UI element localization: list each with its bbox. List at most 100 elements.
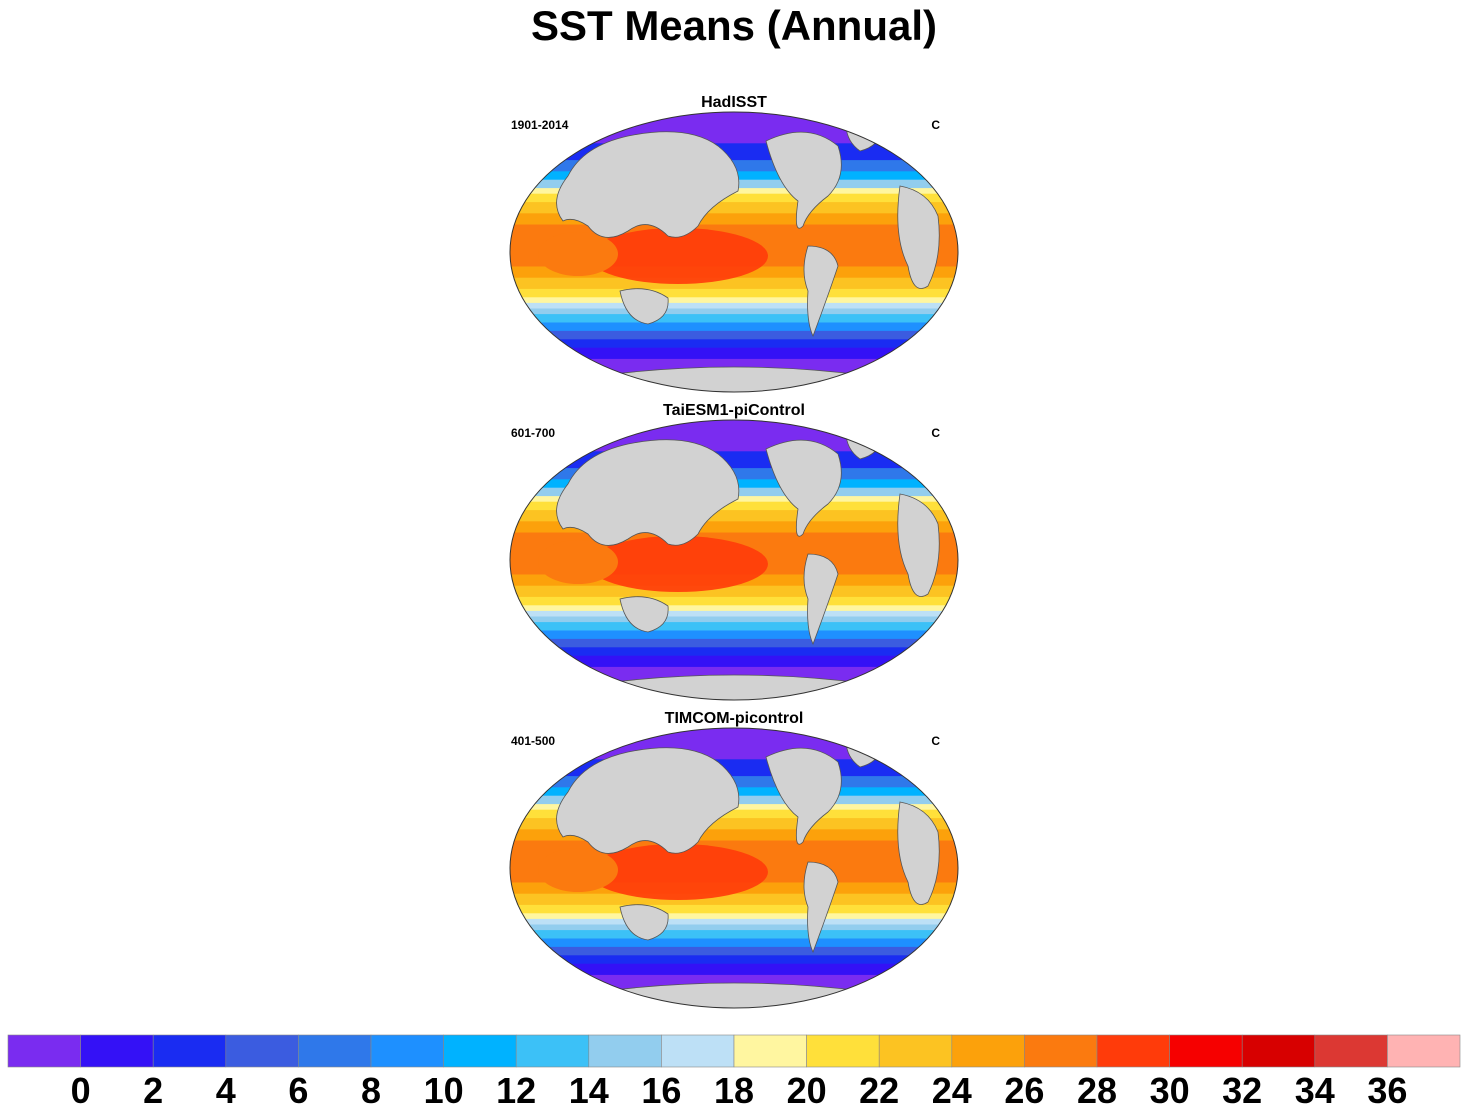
indian-ocean-warm	[538, 848, 618, 892]
sst-band	[510, 728, 958, 760]
colorbar-swatch	[878, 1034, 953, 1068]
sst-band	[510, 946, 958, 956]
colorbar-tick-label: 10	[423, 1070, 464, 1111]
sst-band	[510, 912, 958, 919]
panel-title: TaiESM1-piControl	[663, 402, 805, 419]
sst-band	[510, 330, 958, 340]
colorbar-tick-label: 28	[1076, 1070, 1118, 1111]
sst-band	[510, 828, 958, 841]
australia-landmass	[619, 288, 669, 325]
sst-band	[510, 338, 958, 348]
colorbar-swatch	[1169, 1034, 1243, 1068]
colorbar-swatch	[951, 1034, 1025, 1068]
colorbar-swatch	[443, 1034, 517, 1068]
sst-map-timcom	[509, 727, 959, 1009]
sst-band	[510, 809, 958, 819]
panel-units: C	[931, 118, 940, 132]
colorbar-tick-label: 24	[931, 1070, 972, 1111]
sst-band	[510, 893, 958, 905]
colorbar-tick-label: 12	[496, 1070, 537, 1111]
australia-landmass	[619, 596, 669, 633]
colorbar-swatch	[1314, 1034, 1388, 1068]
indian-ocean-warm	[538, 540, 618, 584]
sst-band	[510, 313, 958, 323]
page-title: SST Means (Annual)	[530, 2, 938, 49]
sst-band	[510, 604, 958, 611]
map-border	[509, 111, 959, 393]
colorbar-swatch	[80, 1034, 154, 1068]
colorbar-tick-label: 18	[713, 1070, 755, 1111]
sst-band	[510, 938, 958, 947]
sst-band	[510, 963, 958, 975]
colorbar-swatch	[661, 1034, 735, 1068]
colorbar-swatch	[733, 1034, 807, 1068]
sst-map-hadisst	[509, 111, 959, 393]
colorbar	[7, 1034, 1461, 1068]
sst-band	[510, 509, 958, 522]
sst-band	[510, 322, 958, 331]
sst-band	[510, 277, 958, 289]
colorbar-swatch	[515, 1034, 590, 1068]
panel-title: HadISST	[701, 94, 767, 111]
antarctica-landmass	[597, 982, 871, 1008]
colorbar-tick-label: 6	[288, 1070, 309, 1111]
south-america-landmass	[803, 861, 839, 954]
colorbar-labels: 0 2 4 6 8 10 12 14 16 18 20 22 24 26 28 30 32 34 36	[0, 1070, 1468, 1116]
north-america-landmass	[765, 747, 842, 845]
eurasia-landmass	[556, 131, 740, 238]
north-america-landmass	[765, 131, 842, 229]
antarctica-landmass	[597, 366, 871, 392]
sst-band	[510, 621, 958, 631]
colorbar-swatch	[588, 1034, 662, 1068]
colorbar-swatch	[806, 1034, 880, 1068]
sst-band	[510, 585, 958, 597]
colorbar-swatch	[1096, 1034, 1170, 1068]
colorbar-tick-label: 26	[1004, 1070, 1045, 1111]
sst-band	[510, 308, 958, 315]
warm-pool	[588, 844, 768, 900]
panel-period: 601-700	[511, 426, 556, 440]
eurasia-landmass	[556, 439, 740, 546]
sst-band	[510, 112, 958, 144]
warm-pool	[588, 228, 768, 284]
sst-band	[510, 288, 958, 298]
sst-band	[510, 610, 958, 617]
colorbar-swatch	[370, 1034, 444, 1068]
colorbar-tick-label: 32	[1222, 1070, 1263, 1111]
sst-band	[510, 954, 958, 964]
sst-band	[510, 347, 958, 359]
colorbar-swatch	[1241, 1034, 1316, 1068]
sst-band	[510, 596, 958, 606]
map-border	[509, 727, 959, 1009]
sst-band	[510, 302, 958, 309]
colorbar-tick-label: 4	[215, 1070, 236, 1111]
colorbar-swatch	[1387, 1034, 1461, 1068]
eurasia-landmass	[556, 747, 740, 854]
warm-pool	[588, 536, 768, 592]
sst-band	[510, 918, 958, 925]
sst-band	[510, 616, 958, 623]
sst-band	[510, 630, 958, 639]
sst-band	[510, 817, 958, 830]
colorbar-tick-label: 14	[568, 1070, 609, 1111]
colorbar-tick-label: 16	[641, 1070, 682, 1111]
australia-landmass	[619, 904, 669, 941]
sst-band	[510, 655, 958, 667]
colorbar-swatch	[7, 1034, 81, 1068]
sst-band	[510, 501, 958, 511]
sst-band	[510, 904, 958, 914]
colorbar-swatch	[1024, 1034, 1098, 1068]
antarctica-landmass	[597, 674, 871, 700]
panel-title: TIMCOM-picontrol	[664, 710, 804, 727]
colorbar-swatch	[152, 1034, 227, 1068]
colorbar-tick-label: 36	[1367, 1070, 1408, 1111]
sst-map-taiesm1	[509, 419, 959, 701]
sst-band	[510, 450, 958, 469]
sst-band	[510, 142, 958, 161]
colorbar-swatch	[298, 1034, 372, 1068]
sst-band	[510, 758, 958, 777]
panel-units: C	[931, 426, 940, 440]
panel-period: 1901-2014	[511, 118, 569, 132]
indian-ocean-warm	[538, 232, 618, 276]
sst-band	[510, 212, 958, 225]
